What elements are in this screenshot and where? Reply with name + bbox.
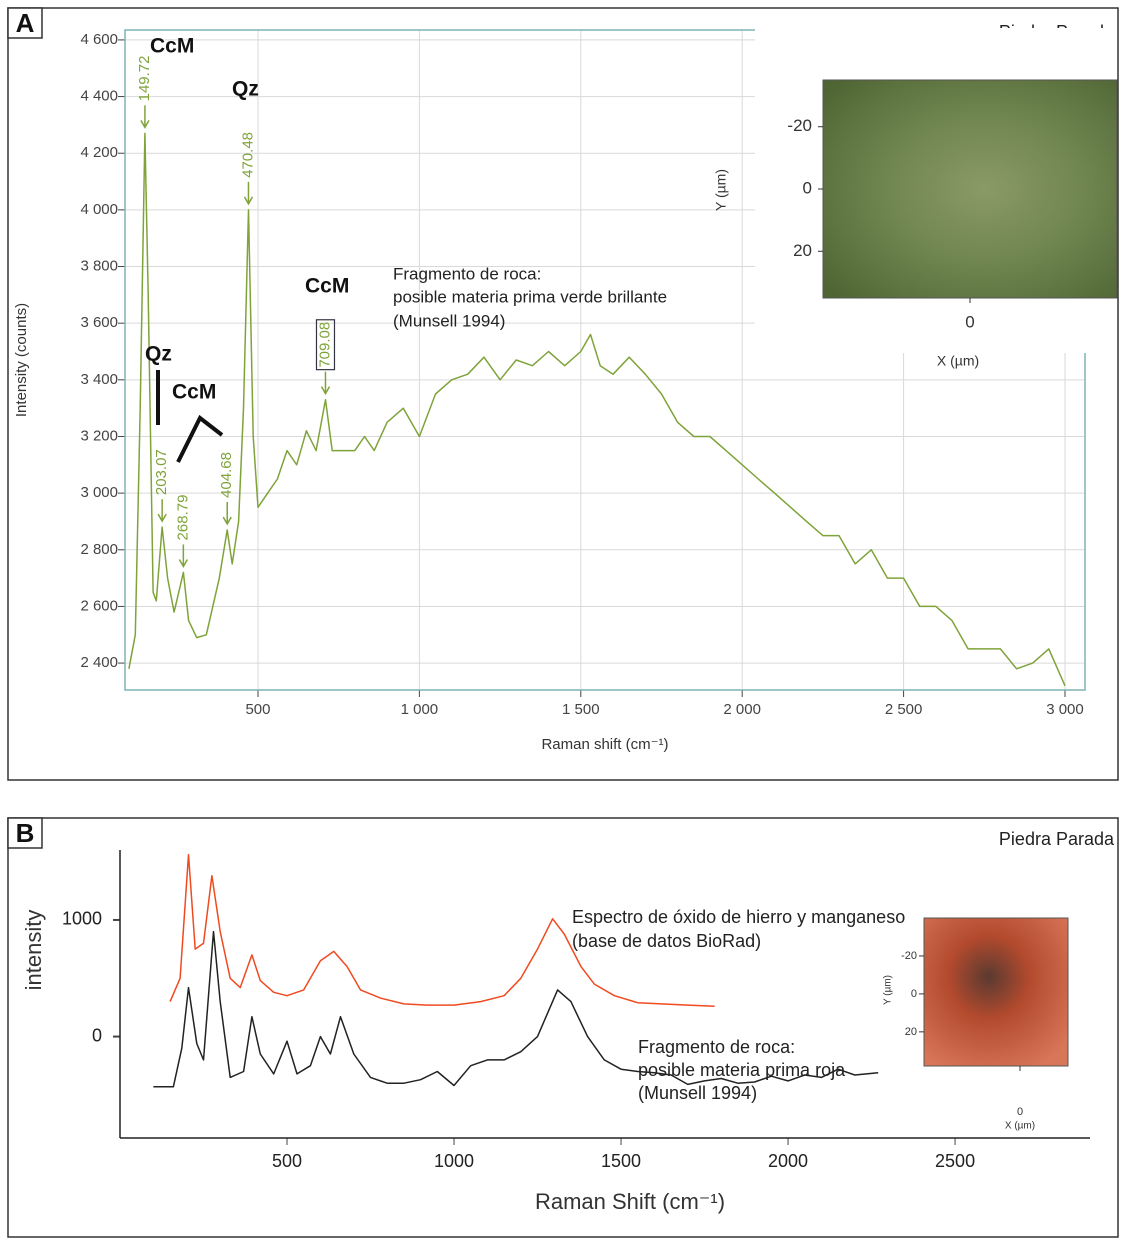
peak-arrowhead xyxy=(157,513,167,523)
mineral-label: Qz xyxy=(232,78,259,101)
panel-label: A xyxy=(16,8,35,38)
peak-label: 470.48 xyxy=(239,132,256,178)
peak-arrowhead xyxy=(140,120,150,129)
y-tick-label: 0 xyxy=(92,1025,102,1045)
inset-y-tick-label: 0 xyxy=(911,988,917,1000)
y-axis-title: intensity xyxy=(21,910,46,991)
inset-y-title: Y (µm) xyxy=(713,169,729,211)
x-axis-title: Raman Shift (cm⁻¹) xyxy=(535,1189,725,1214)
site-label: Piedra Parada xyxy=(999,829,1115,849)
y-tick-label: 3 200 xyxy=(80,427,118,444)
inset-y-tick-label: 0 xyxy=(803,178,812,197)
y-tick-label: 2 600 xyxy=(80,597,118,614)
x-tick-label: 1 000 xyxy=(401,701,439,718)
annotation-note: (base de datos BioRad) xyxy=(572,931,761,951)
y-tick-label: 4 200 xyxy=(80,144,118,161)
peak-label: 149.72 xyxy=(136,55,153,101)
peak-label: 268.79 xyxy=(174,495,191,541)
y-tick-label: 4 600 xyxy=(80,31,118,48)
annotation-note: posible materia prima roja xyxy=(638,1060,846,1080)
y-tick-label: 3 800 xyxy=(80,257,118,274)
panel-label-box xyxy=(7,7,43,39)
inset-x-tick-label: 0 xyxy=(965,312,974,331)
annotation-note: Espectro de óxido de hierro y manganeso xyxy=(572,907,905,927)
inset-y-tick-label: -20 xyxy=(787,116,812,135)
y-tick-label: 1000 xyxy=(62,909,102,929)
x-tick-label: 1500 xyxy=(601,1151,641,1171)
x-axis-title: Raman shift (cm⁻¹) xyxy=(541,736,668,753)
peak-label-box xyxy=(315,319,336,371)
inset-y-title: Y (µm) xyxy=(883,975,894,1005)
chart-layer: A Piedra Parada 500 1 000 1 500 2 000 2 500 3 0… xyxy=(13,8,1118,1214)
x-tick-label: 2 000 xyxy=(723,701,761,718)
x-tick-label: 500 xyxy=(245,701,270,718)
inset-y-tick-label: -20 xyxy=(901,950,917,962)
peak-label: 404.68 xyxy=(218,452,235,498)
x-tick-label: 2 500 xyxy=(885,701,923,718)
x-tick-label: 2000 xyxy=(768,1151,808,1171)
y-tick-label: 3 000 xyxy=(80,484,118,501)
x-tick-label: 500 xyxy=(272,1151,302,1171)
annotation-note: (Munsell 1994) xyxy=(393,311,505,330)
mineral-label: CcM xyxy=(172,381,216,404)
connector xyxy=(176,414,224,463)
inset-image xyxy=(923,917,1069,1067)
peak-arrowhead xyxy=(320,386,331,396)
x-tick-label: 1 500 xyxy=(562,701,600,718)
panel-label: B xyxy=(16,818,35,848)
inset-image xyxy=(822,79,1118,299)
spectrum-line xyxy=(128,132,1066,687)
y-tick-label: 4 000 xyxy=(80,201,118,218)
y-tick-label: 3 600 xyxy=(80,314,118,331)
plot-frame xyxy=(124,29,1086,691)
inset-x-tick-label: 0 xyxy=(1017,1106,1023,1118)
annotation-note: posible materia prima verde brillante xyxy=(393,287,667,306)
peak-arrowhead xyxy=(178,559,189,568)
annotation-note: Fragmento de roca: xyxy=(638,1037,795,1057)
mineral-label: CcM xyxy=(150,35,194,58)
y-axis-title: Intensity (counts) xyxy=(13,303,30,417)
annotation-note: Fragmento de roca: xyxy=(393,264,541,283)
mineral-label: CcM xyxy=(305,275,349,298)
spectrum-line xyxy=(169,853,715,1007)
peak-label: 203.07 xyxy=(153,449,170,495)
inset-x-title: X (µm) xyxy=(937,353,979,369)
panel-frame xyxy=(7,7,1119,781)
peak-arrowhead xyxy=(243,196,254,206)
panel-frame xyxy=(7,817,1119,1238)
peak-arrowhead xyxy=(222,516,232,526)
peak-label: 709.08 xyxy=(316,322,333,368)
inset-x-title: X (µm) xyxy=(1005,1121,1035,1132)
inset-y-tick-label: 20 xyxy=(905,1026,917,1038)
annotation-note: (Munsell 1994) xyxy=(638,1083,757,1103)
y-tick-label: 4 400 xyxy=(80,88,118,105)
x-tick-label: 2500 xyxy=(935,1151,975,1171)
x-tick-label: 3 000 xyxy=(1046,701,1084,718)
y-tick-label: 3 400 xyxy=(80,371,118,388)
inset-y-tick-label: 20 xyxy=(793,241,812,260)
mineral-label: Qz xyxy=(145,343,172,366)
y-tick-label: 2 400 xyxy=(80,654,118,671)
spectrum-line xyxy=(153,930,879,1088)
x-tick-label: 1000 xyxy=(434,1151,474,1171)
y-tick-label: 2 800 xyxy=(80,541,118,558)
panel-label-box xyxy=(7,817,43,849)
